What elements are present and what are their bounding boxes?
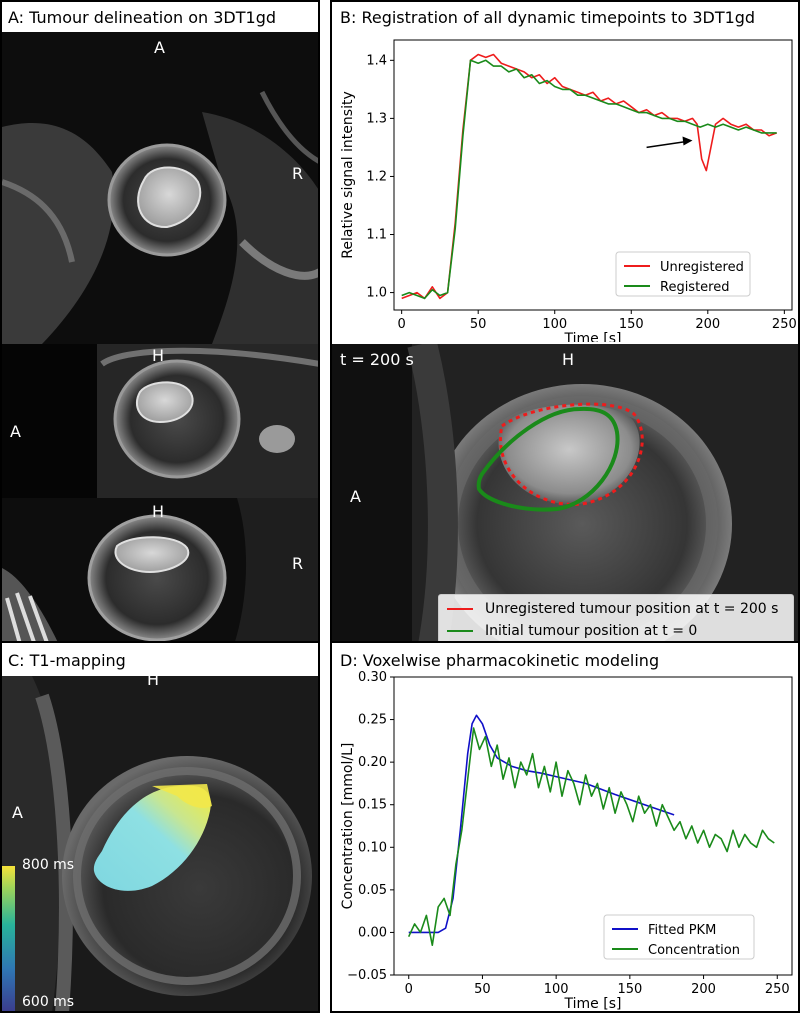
annotation-arrow-head <box>682 136 693 146</box>
x-axis-label: Time [s] <box>564 331 622 342</box>
chart-legend: Unregistered Registered <box>615 251 751 297</box>
mri-coronal-image <box>2 498 318 649</box>
legend-label-unregistered: Unregistered tumour position at t = 200 … <box>485 601 779 617</box>
registration-image: t = 200 s H A Unregistered tumour positi… <box>332 344 798 649</box>
y-tick-label: −0.05 <box>347 968 387 983</box>
y-tick-label: 1.4 <box>366 53 387 68</box>
mri-axial-view: A R <box>2 32 318 344</box>
registration-legend: Unregistered tumour position at t = 200 … <box>438 594 794 646</box>
x-tick-label: 150 <box>617 982 642 997</box>
legend-label: Unregistered <box>660 260 744 275</box>
orientation-label-left: A <box>10 422 21 441</box>
y-tick-label: 0.05 <box>358 883 387 898</box>
signal-intensity-chart: 0 50 100 150 200 250 1.0 1.1 1.2 1.3 1.4 Time [s] Re… <box>340 39 797 342</box>
legend-label: Registered <box>660 280 730 295</box>
x-tick-label: 0 <box>405 982 413 997</box>
colorbar <box>2 866 15 1011</box>
y-tick-label: 0.20 <box>358 755 387 770</box>
panel-c: C: T1-mapping H A 800 ms <box>0 641 320 1013</box>
x-tick-label: 200 <box>695 317 720 332</box>
series-line-fitted-pkm <box>408 714 675 934</box>
t1-map-overlay <box>93 785 211 891</box>
legend-label: Fitted PKM <box>648 923 716 938</box>
panel-b: B: Registration of all dynamic timepoint… <box>330 0 800 651</box>
tumour-contour <box>135 381 194 424</box>
panel-d: D: Voxelwise pharmacokinetic modeling 0 5… <box>330 641 800 1013</box>
x-tick-label: 250 <box>765 982 790 997</box>
y-tick-label: 0.15 <box>358 798 387 813</box>
t1-map-image: H A 800 ms 600 ms <box>2 676 318 1011</box>
time-label: t = 200 s <box>340 350 414 369</box>
x-axis-label: Time [s] <box>564 996 622 1011</box>
x-tick-label: 100 <box>544 982 569 997</box>
x-tick-label: 150 <box>619 317 644 332</box>
legend-box <box>603 914 755 960</box>
x-tick-label: 100 <box>542 317 567 332</box>
registered-contour <box>476 406 620 512</box>
orientation-label-left: A <box>12 803 23 822</box>
t1-map-mri <box>2 676 312 1011</box>
series-line-concentration <box>407 727 775 947</box>
orientation-label-top: H <box>562 350 575 369</box>
orientation-label-top: H <box>147 676 160 689</box>
x-tick-label: 0 <box>398 317 406 332</box>
x-tick-label: 50 <box>470 317 487 332</box>
y-axis-label: Relative signal intensity <box>340 91 356 258</box>
panel-c-title: C: T1-mapping <box>8 651 126 670</box>
mri-axial-image <box>2 90 318 344</box>
orientation-label-right: R <box>292 554 304 573</box>
y-tick-label: 1.0 <box>366 286 387 301</box>
legend-label-registered: Initial tumour position at t = 0 <box>485 623 698 639</box>
orientation-label-left: A <box>350 487 361 506</box>
y-tick-label: 0.25 <box>358 713 387 728</box>
mri-coronal-view: H R <box>2 498 318 649</box>
x-tick-label: 200 <box>691 982 716 997</box>
unregistered-contour <box>499 402 644 506</box>
mri-sagittal-image <box>2 344 318 498</box>
orientation-label-top: H <box>152 346 165 365</box>
panel-d-title: D: Voxelwise pharmacokinetic modeling <box>340 651 660 670</box>
annotation-arrow-shaft <box>646 140 687 149</box>
y-tick-label: 1.1 <box>366 228 387 243</box>
orientation-label-right: R <box>292 164 304 183</box>
x-tick-label: 250 <box>772 317 797 332</box>
y-tick-label: 1.2 <box>366 169 387 184</box>
tumour-contour <box>114 536 190 574</box>
tumour-contour <box>137 166 202 229</box>
concentration-chart: 0 50 100 150 200 250 −0.05 0.00 0.05 0.10 0.15 0.20… <box>340 671 793 1011</box>
colorbar-min-label: 600 ms <box>22 994 75 1010</box>
y-tick-label: 0.30 <box>358 671 387 685</box>
panel-b-title: B: Registration of all dynamic timepoint… <box>340 8 756 27</box>
legend-swatch-unregistered <box>447 608 473 610</box>
y-tick-label: 0.00 <box>358 925 387 940</box>
series-line-registered <box>401 59 777 300</box>
y-tick-label: 0.10 <box>358 840 387 855</box>
x-tick-label: 50 <box>474 982 491 997</box>
y-axis-label: Concentration [mmol/L] <box>340 743 356 910</box>
panel-a: A: Tumour delineation on 3DT1gd A R <box>0 0 320 651</box>
panel-a-title: A: Tumour delineation on 3DT1gd <box>8 8 276 27</box>
orientation-label-top: H <box>152 502 165 521</box>
orientation-label-top: A <box>154 38 165 57</box>
legend-swatch-registered <box>447 630 473 632</box>
mri-sagittal-view: H A <box>2 344 318 498</box>
chart-legend: Fitted PKM Concentration <box>603 914 755 960</box>
y-tick-label: 1.3 <box>366 111 387 126</box>
legend-label: Concentration <box>648 943 740 958</box>
colorbar-max-label: 800 ms <box>22 857 75 873</box>
